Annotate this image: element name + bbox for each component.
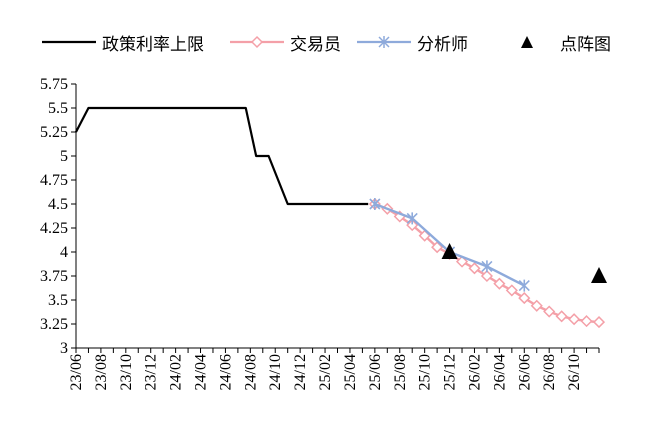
y-tick-label: 4.25 bbox=[40, 220, 68, 237]
x-tick-label: 24/06 bbox=[217, 354, 234, 390]
x-tick-label: 24/02 bbox=[168, 354, 185, 390]
trader-point bbox=[480, 269, 493, 283]
legend-label-analysts: 分析师 bbox=[417, 34, 468, 55]
trader-point bbox=[455, 255, 469, 268]
y-tick-label: 3.5 bbox=[48, 292, 68, 309]
x-tick-label: 24/08 bbox=[242, 354, 259, 390]
legend-label-traders: 交易员 bbox=[290, 34, 341, 55]
trader-point bbox=[505, 284, 518, 297]
x-tick-label: 25/12 bbox=[442, 354, 459, 390]
legend-swatch-diamond-icon bbox=[230, 35, 284, 49]
legend-item-policy-rate: 政策利率上限 bbox=[42, 30, 204, 55]
x-tick-label: 26/06 bbox=[516, 354, 533, 390]
y-tick-label: 5.75 bbox=[40, 76, 68, 93]
y-tick-label: 3.25 bbox=[40, 316, 68, 333]
y-tick-label: 4.75 bbox=[40, 172, 68, 189]
x-tick-label: 25/06 bbox=[367, 354, 384, 390]
trader-point bbox=[543, 305, 556, 318]
y-tick-label: 3 bbox=[60, 340, 68, 357]
y-tick-label: 5 bbox=[60, 148, 68, 165]
x-tick-label: 25/08 bbox=[392, 354, 409, 390]
dot-plot-point bbox=[591, 267, 607, 283]
legend-item-dot-plot: 点阵图 bbox=[500, 30, 611, 55]
analyst-point bbox=[406, 212, 418, 225]
x-tick-label: 26/02 bbox=[466, 354, 483, 390]
x-tick-label: 26/04 bbox=[491, 354, 508, 390]
trader-point bbox=[592, 316, 606, 329]
trader-point bbox=[406, 219, 419, 232]
legend-swatch-x-icon bbox=[357, 36, 411, 48]
y-tick-label: 4 bbox=[60, 244, 68, 261]
legend-label-policy-rate: 政策利率上限 bbox=[102, 34, 204, 55]
analyst-point bbox=[518, 279, 530, 292]
trader-point bbox=[530, 299, 543, 312]
trader-point bbox=[580, 315, 593, 328]
series-line-0 bbox=[75, 106, 369, 206]
x-tick-label: 25/02 bbox=[317, 354, 334, 390]
x-tick-label: 25/04 bbox=[342, 354, 359, 390]
trader-point bbox=[555, 310, 568, 323]
y-tick-label: 5.25 bbox=[40, 124, 68, 141]
analyst-point bbox=[481, 260, 493, 273]
x-tick-label: 23/06 bbox=[68, 354, 85, 390]
legend-item-analysts: 分析师 bbox=[357, 30, 468, 55]
x-tick-label: 23/12 bbox=[143, 354, 160, 390]
analyst-point bbox=[369, 198, 381, 210]
y-tick-label: 3.75 bbox=[40, 268, 68, 285]
legend-item-traders: 交易员 bbox=[230, 30, 341, 55]
chart-legend: 政策利率上限 交易员 分析师 点阵图 bbox=[0, 30, 651, 55]
legend-label-dot-plot: 点阵图 bbox=[560, 34, 611, 55]
x-tick-label: 26/08 bbox=[541, 354, 558, 390]
dot-plot-point bbox=[441, 243, 458, 259]
x-tick-label: 25/10 bbox=[417, 354, 434, 390]
y-tick-label: 5.5 bbox=[48, 100, 68, 117]
legend-swatch-line-icon bbox=[42, 40, 96, 44]
trader-point bbox=[568, 313, 581, 326]
y-tick-label: 4.5 bbox=[48, 196, 68, 213]
legend-swatch-triangle-icon bbox=[521, 36, 533, 48]
trader-point bbox=[431, 241, 444, 254]
x-tick-label: 23/10 bbox=[118, 354, 135, 390]
x-tick-label: 23/08 bbox=[93, 354, 110, 390]
x-tick-label: 24/04 bbox=[193, 354, 210, 390]
x-tick-label: 24/10 bbox=[267, 354, 284, 390]
trader-point bbox=[468, 262, 481, 275]
x-tick-label: 24/12 bbox=[292, 354, 309, 390]
trader-point bbox=[518, 292, 531, 305]
x-tick-label: 26/10 bbox=[566, 354, 583, 390]
trader-point bbox=[493, 277, 506, 290]
